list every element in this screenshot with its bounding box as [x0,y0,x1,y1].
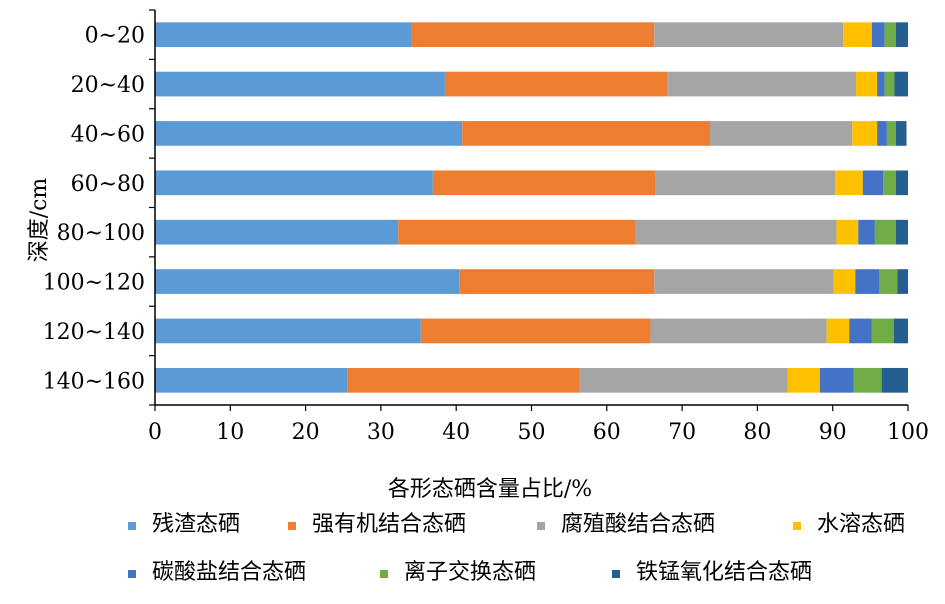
y-tick-label: 40~60 [71,122,145,147]
x-tick-label: 20 [292,420,320,445]
bars-layer [155,22,908,393]
legend-label: 离子交换态硒 [404,560,536,585]
bar-segment-5-row-7 [849,318,872,344]
bar-segment-1-row-1 [155,22,412,48]
bar-segment-3-row-7 [650,318,827,344]
y-tick-label: 0~20 [85,24,145,49]
bar-segment-5-row-6 [855,269,880,294]
bar-segment-4-row-6 [833,269,856,294]
bar-segment-1-row-5 [155,219,399,245]
bar-segment-2-row-7 [420,318,651,344]
bar-segment-4-row-7 [826,318,850,344]
bar-segment-5-row-3 [877,121,887,146]
bar-segment-5-row-8 [819,367,854,393]
legend-swatch [288,522,296,530]
legend-swatch [380,570,388,578]
bar-segment-2-row-2 [444,71,668,97]
bar-segment-4-row-8 [787,367,820,393]
y-tick-label: 80~100 [57,221,145,246]
bar-segment-2-row-4 [432,170,656,196]
bar-segment-7-row-8 [881,367,908,393]
legend-swatch [793,522,801,530]
x-tick-label: 40 [442,420,470,445]
bar-segment-4-row-2 [856,71,878,97]
legend-label: 残渣态硒 [152,512,240,537]
bar-segment-2-row-3 [462,121,710,146]
bar-segment-6-row-3 [886,121,896,146]
bar-segment-2-row-1 [411,22,655,48]
bar-segment-5-row-2 [877,71,885,97]
y-tick-label: 120~140 [43,320,145,345]
legend-label: 铁锰氧化结合态硒 [636,560,812,585]
bar-segment-5-row-4 [862,170,884,196]
x-axis-title: 各形态硒含量占比/% [388,477,592,502]
bar-segment-3-row-2 [667,71,857,97]
legend-label: 碳酸盐结合态硒 [152,560,306,585]
x-tick-label: 0 [148,420,162,445]
y-tick-label: 20~40 [71,73,145,98]
legend-label: 腐殖酸结合态硒 [561,512,715,537]
y-axis-title: 深度/cm [27,178,52,263]
bar-segment-5-row-1 [871,22,885,48]
bar-segment-7-row-6 [897,269,908,294]
axes-layer: 0~20 20~40 40~60 60~80 80~100 100~120 120~140 1… [43,9,929,445]
bar-segment-6-row-7 [871,318,894,344]
bar-segment-2-row-8 [347,367,580,393]
bar-segment-3-row-8 [579,367,788,393]
bar-segment-3-row-4 [655,170,835,196]
x-tick-label: 50 [518,420,546,445]
bar-segment-1-row-4 [155,170,433,196]
bar-segment-6-row-6 [879,269,898,294]
x-tick-label: 80 [743,420,771,445]
bar-segment-7-row-1 [895,22,908,48]
bar-segment-6-row-1 [884,22,896,48]
bar-segment-3-row-3 [709,121,853,146]
legend-label: 水溶态硒 [817,512,905,537]
bar-segment-2-row-6 [459,269,655,294]
bar-segment-1-row-3 [155,121,463,146]
y-tick-label: 100~120 [43,271,145,296]
x-tick-label: 30 [367,420,395,445]
bar-segment-6-row-5 [874,219,896,245]
legend-swatch [612,570,620,578]
y-tick-label: 140~160 [43,369,145,394]
bar-segment-7-row-3 [895,121,907,146]
y-tick-label: 60~80 [71,172,145,197]
bar-segment-7-row-4 [895,170,908,196]
bar-segment-4-row-3 [852,121,878,146]
bar-segment-7-row-2 [894,71,908,97]
bar-segment-3-row-6 [654,269,834,294]
bar-segment-4-row-4 [834,170,863,196]
legend-swatch [128,522,136,530]
bar-segment-3-row-5 [635,219,837,245]
bar-segment-2-row-5 [398,219,636,245]
legend-swatch [537,522,545,530]
legend-label: 强有机结合态硒 [312,512,466,537]
bar-segment-6-row-8 [853,367,882,393]
x-tick-label: 10 [216,420,244,445]
legend-swatch [128,570,136,578]
bar-segment-3-row-1 [654,22,844,48]
bar-segment-4-row-5 [836,219,859,245]
bar-segment-7-row-7 [893,318,908,344]
bar-segment-1-row-8 [155,367,348,393]
bar-segment-7-row-5 [895,219,908,245]
bar-segment-5-row-5 [858,219,875,245]
bar-segment-6-row-2 [884,71,895,97]
x-tick-label: 90 [819,420,847,445]
bar-segment-6-row-4 [883,170,896,196]
bar-segment-4-row-1 [843,22,872,48]
x-tick-label: 60 [593,420,621,445]
bar-segment-1-row-6 [155,269,460,294]
bar-segment-1-row-7 [155,318,421,344]
x-tick-label: 100 [887,420,929,445]
bar-segment-1-row-2 [155,71,445,97]
x-tick-label: 70 [668,420,696,445]
